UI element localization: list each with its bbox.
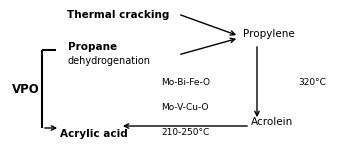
Text: dehydrogenation: dehydrogenation bbox=[68, 56, 151, 66]
Text: Acrolein: Acrolein bbox=[251, 117, 293, 127]
Text: Propylene: Propylene bbox=[243, 29, 295, 39]
Text: Acrylic acid: Acrylic acid bbox=[60, 129, 128, 139]
Text: Mo-V-Cu-O: Mo-V-Cu-O bbox=[161, 103, 209, 112]
Text: VPO: VPO bbox=[12, 82, 40, 95]
Text: Thermal cracking: Thermal cracking bbox=[67, 10, 169, 20]
Text: 210-250°C: 210-250°C bbox=[161, 128, 209, 137]
Text: Mo-Bi-Fe-O: Mo-Bi-Fe-O bbox=[161, 77, 210, 86]
Text: Propane: Propane bbox=[68, 42, 117, 52]
Text: 320°C: 320°C bbox=[298, 77, 326, 86]
